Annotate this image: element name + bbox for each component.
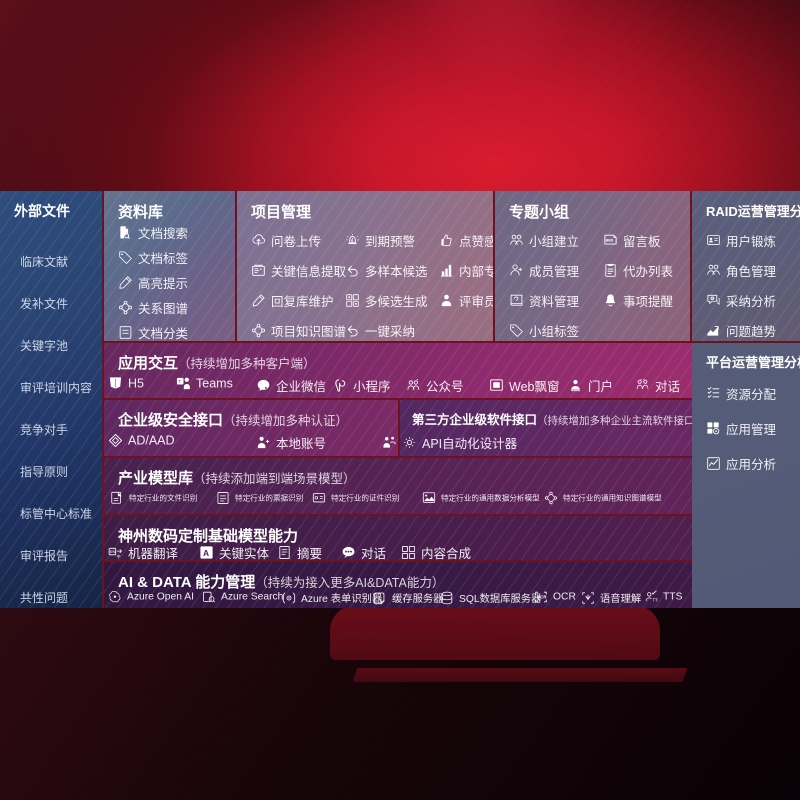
svg-text:EN: EN xyxy=(110,549,116,554)
svg-text:中: 中 xyxy=(116,553,120,559)
svg-text:A: A xyxy=(203,548,209,558)
svg-text:TTS: TTS xyxy=(652,597,658,602)
svg-text:OCR: OCR xyxy=(537,595,548,600)
svg-text:QA: QA xyxy=(711,297,715,300)
svg-text:BBS: BBS xyxy=(606,239,614,243)
svg-text:T: T xyxy=(178,379,181,384)
